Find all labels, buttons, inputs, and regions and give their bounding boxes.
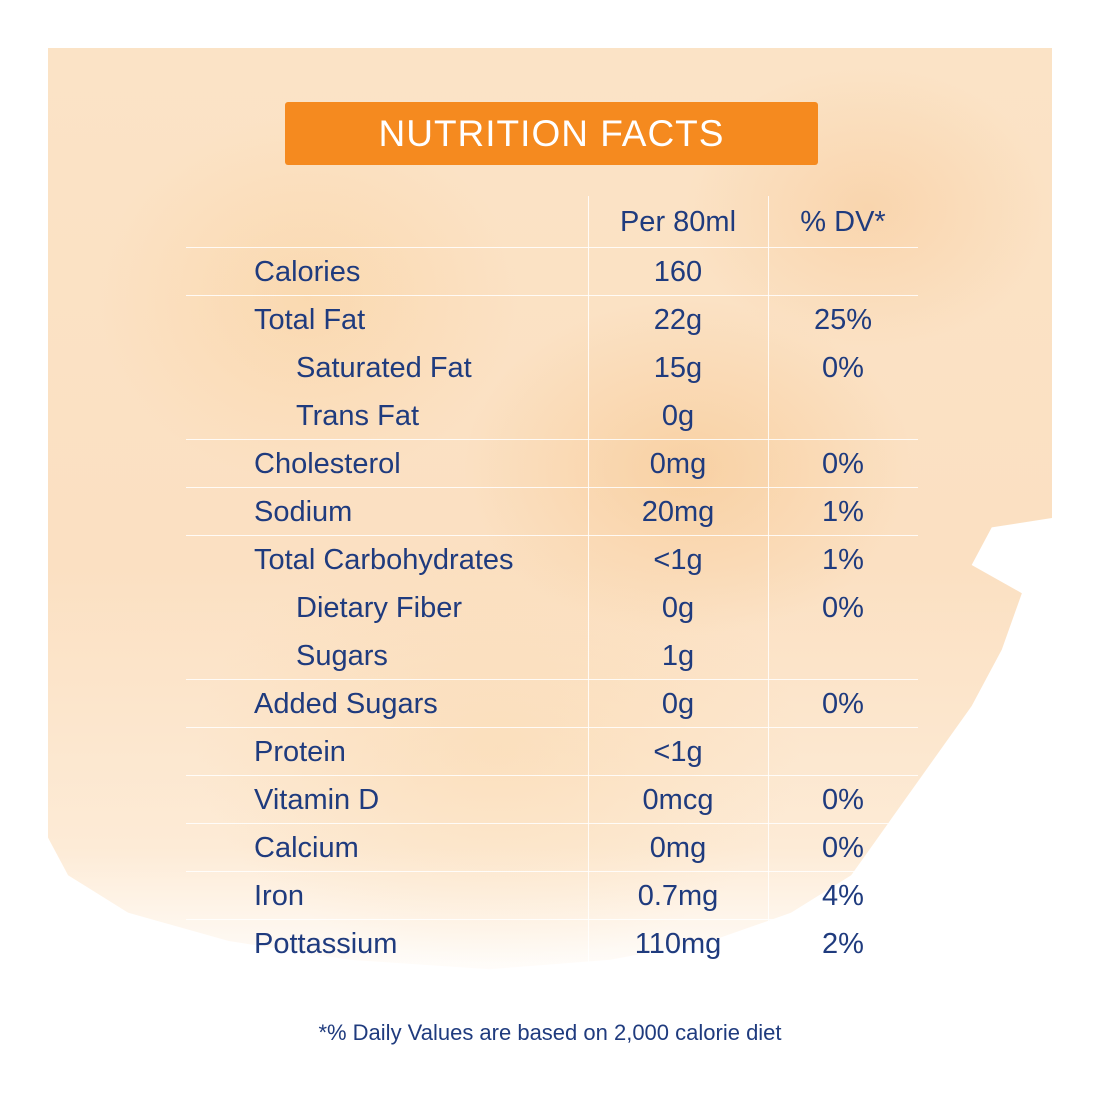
table-row-calcium: Calcium 0mg 0% [186,824,918,872]
nutrient-dv: 1% [822,495,864,528]
table-row-sugars: Sugars 1g [186,632,918,680]
nutrient-amount: 0mg [649,447,707,480]
nutrient-dv: 0% [822,351,864,384]
nutrient-amount: 0mcg [642,783,714,816]
nutrient-dv: 0% [822,447,864,480]
nutrient-amount: 0mg [649,831,707,864]
nutrient-amount: 110mg [634,927,722,960]
table-row-total-carbohydrates: Total Carbohydrates <1g 1% [186,536,918,584]
nutrient-dv: 4% [822,879,864,912]
nutrient-amount: 15g [653,351,703,384]
nutrient-dv: 0% [822,831,864,864]
nutrient-amount: 20mg [641,495,715,528]
nutrient-name: Total Fat [254,303,366,336]
header-amount: Per 80ml [619,205,737,238]
nutrient-name: Added Sugars [254,687,438,720]
nutrient-name: Cholesterol [254,447,401,480]
nutrient-name: Sugars [296,639,388,672]
nutrient-name: Saturated Fat [296,351,472,384]
header-dv: % DV* [800,205,886,238]
nutrient-dv: 0% [822,783,864,816]
nutrient-amount: 1g [661,639,695,672]
watercolor-background [48,48,1052,970]
nutrient-dv: 0% [822,591,864,624]
nutrient-name: Iron [254,879,304,912]
table-row-saturated-fat: Saturated Fat 15g 0% [186,344,918,392]
table-row-vitamin-d: Vitamin D 0mcg 0% [186,776,918,824]
nutrient-name: Dietary Fiber [296,591,462,624]
table-header-row: Per 80ml % DV* [186,196,918,248]
nutrient-name: Trans Fat [296,399,420,432]
nutrient-amount: 22g [653,303,703,336]
nutrient-amount: <1g [653,735,703,768]
nutrient-amount: <1g [653,543,703,576]
table-row-dietary-fiber: Dietary Fiber 0g 0% [186,584,918,632]
nutrient-dv: 25% [813,303,873,336]
table-row-calories: Calories 160 [186,248,918,296]
nutrient-name: Calcium [254,831,359,864]
footnote: *% Daily Values are based on 2,000 calor… [318,1020,782,1045]
title-text: NUTRITION FACTS [378,112,725,154]
nutrient-name: Pottassium [254,927,398,960]
title-banner: NUTRITION FACTS [285,102,818,165]
nutrient-amount: 0.7mg [637,879,719,912]
nutrient-amount: 0g [661,399,695,432]
nutrient-dv: 1% [822,543,864,576]
nutrient-amount: 160 [653,255,703,288]
table-row-added-sugars: Added Sugars 0g 0% [186,680,918,728]
table-row-cholesterol: Cholesterol 0mg 0% [186,440,918,488]
nutrient-amount: 0g [661,687,695,720]
table-row-potassium: Pottassium 110mg 2% [186,920,918,968]
table-row-iron: Iron 0.7mg 4% [186,872,918,920]
table-row-protein: Protein <1g [186,728,918,776]
table-row-sodium: Sodium 20mg 1% [186,488,918,536]
nutrient-dv: 0% [822,687,864,720]
nutrient-name: Calories [254,255,361,288]
column-divider-amount [588,196,589,962]
nutrition-table: Per 80ml % DV* Calories 160 Total Fat 22… [186,196,918,968]
nutrient-dv: 2% [822,927,864,960]
nutrient-name: Sodium [254,495,353,528]
nutrient-name: Protein [254,735,346,768]
nutrient-name: Vitamin D [254,783,380,816]
column-divider-dv [768,196,769,962]
nutrient-name: Total Carbohydrates [254,543,514,576]
table-row-total-fat: Total Fat 22g 25% [186,296,918,344]
table-row-trans-fat: Trans Fat 0g [186,392,918,440]
nutrient-amount: 0g [661,591,695,624]
